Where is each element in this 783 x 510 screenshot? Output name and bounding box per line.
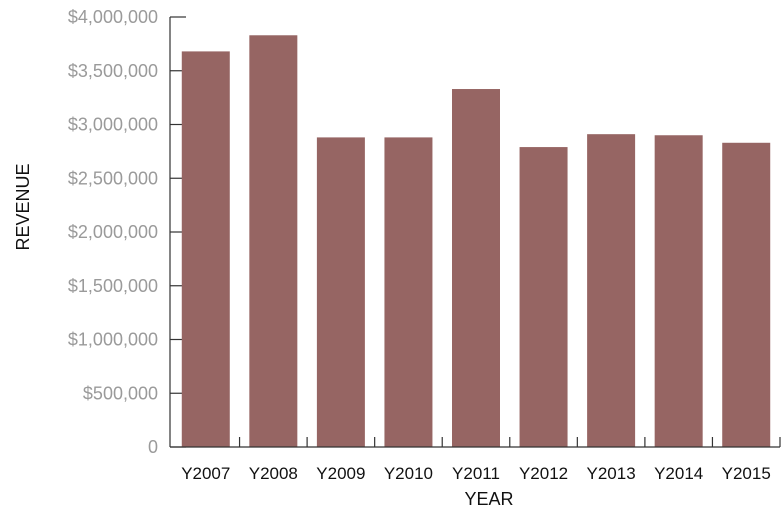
y-tick-label: $2,000,000 xyxy=(68,222,158,242)
bar-y2015 xyxy=(722,142,771,447)
bars xyxy=(181,35,771,448)
x-axis-title: YEAR xyxy=(464,489,513,509)
x-axis: Y2007 Y2008 Y2009 Y2010 Y2011 Y2012 Y2013 Y2014… xyxy=(181,437,781,483)
bar-y2013 xyxy=(587,134,636,448)
x-tick-label: Y2014 xyxy=(654,464,703,483)
x-tick-label: Y2012 xyxy=(519,464,568,483)
y-axis-title: REVENUE xyxy=(13,163,33,250)
y-tick-label: $4,000,000 xyxy=(68,7,158,27)
bar-y2007 xyxy=(181,51,230,448)
bar-y2010 xyxy=(384,137,433,447)
bar-y2009 xyxy=(316,137,365,447)
bar-y2008 xyxy=(249,35,298,448)
y-tick-label: $500,000 xyxy=(83,383,158,403)
y-axis: 0 $500,000 $1,000,000 $1,500,000 $2,000,000 $… xyxy=(68,7,186,457)
y-tick-label: $1,500,000 xyxy=(68,276,158,296)
y-tick-label: $1,000,000 xyxy=(68,330,158,350)
x-tick-label: Y2007 xyxy=(181,464,230,483)
x-tick-label: Y2008 xyxy=(249,464,298,483)
x-tick-label: Y2011 xyxy=(452,464,500,483)
y-tick-label: $3,500,000 xyxy=(68,61,158,81)
bar-y2012 xyxy=(519,147,568,447)
x-tick-label: Y2013 xyxy=(587,464,636,483)
x-tick-label: Y2015 xyxy=(722,464,771,483)
x-tick-label: Y2009 xyxy=(316,464,365,483)
y-tick-label: $2,500,000 xyxy=(68,168,158,188)
bar-y2011 xyxy=(452,89,500,448)
x-tick-label: Y2010 xyxy=(384,464,433,483)
y-tick-label: 0 xyxy=(148,437,158,457)
bar-y2014 xyxy=(654,135,703,447)
y-tick-label: $3,000,000 xyxy=(68,115,158,135)
